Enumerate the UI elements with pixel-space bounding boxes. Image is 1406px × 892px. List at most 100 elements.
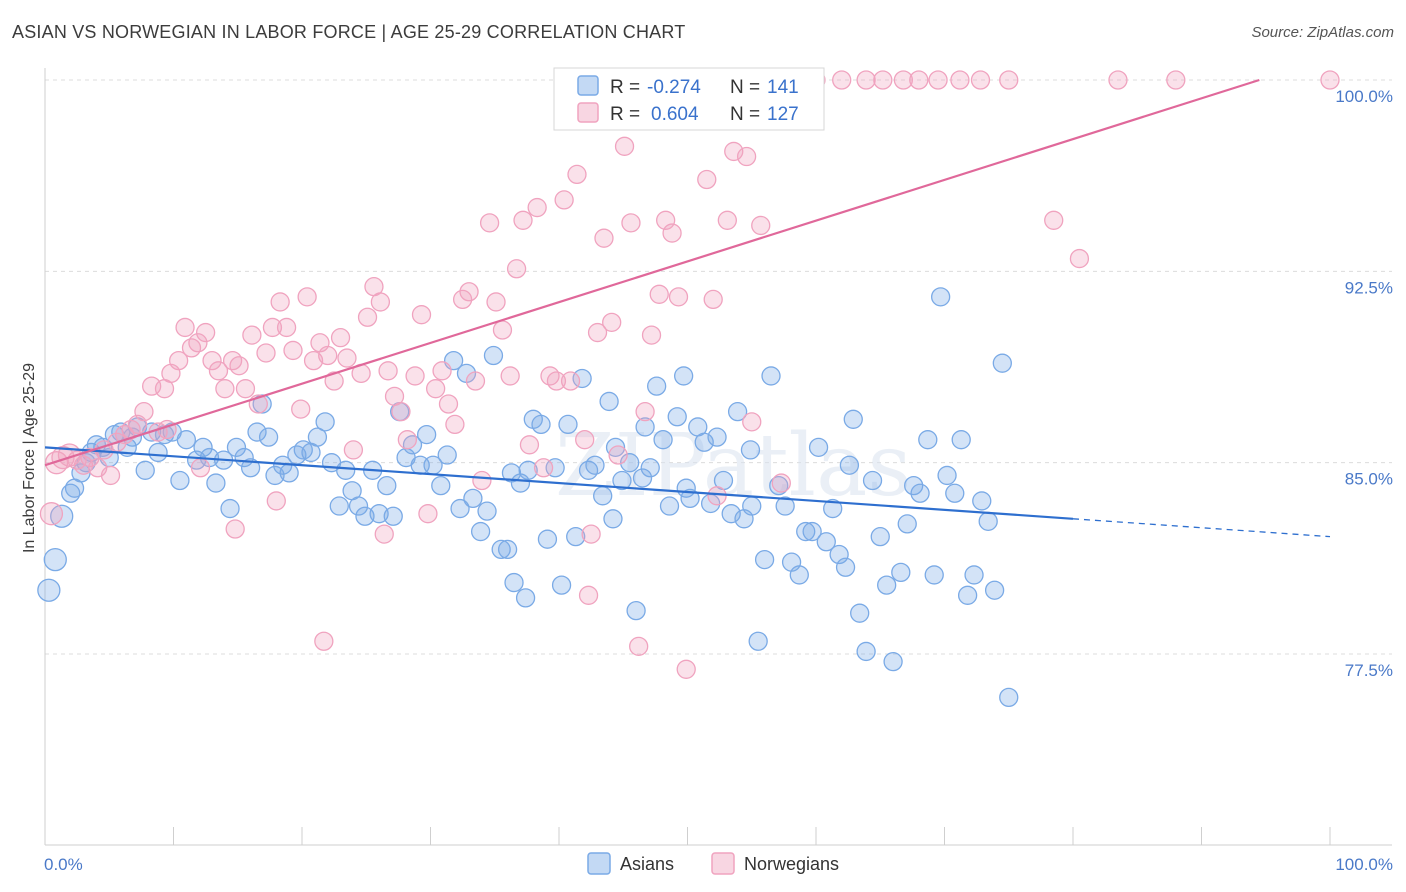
point-asians-78	[558, 414, 578, 435]
point-norwegians-80	[581, 524, 601, 544]
point-norwegians-44	[337, 348, 357, 368]
bottom-legend: Asians Norwegians	[587, 852, 839, 875]
point-norwegians-121	[970, 70, 991, 90]
point-norwegians-43	[330, 328, 351, 348]
point-norwegians-100	[717, 210, 737, 230]
point-asians-89	[632, 468, 653, 488]
trend-line-asians-extension	[1072, 518, 1331, 538]
point-asians-69	[497, 539, 518, 560]
x-ticks: 0.0% 100.0%	[44, 855, 1393, 874]
point-norwegians-78	[567, 164, 587, 185]
point-norwegians-25	[208, 361, 229, 381]
point-asians-39	[293, 440, 313, 460]
point-norwegians-58	[432, 361, 452, 381]
point-norwegians-39	[303, 350, 324, 371]
point-norwegians-63	[465, 371, 486, 391]
point-norwegians-136	[578, 585, 599, 605]
y-ticks: 100.0% 92.5% 85.0% 77.5%	[1335, 87, 1393, 680]
legend-swatch-norwegians	[577, 102, 599, 123]
point-asians-129	[904, 475, 924, 496]
point-norwegians-64	[472, 470, 492, 491]
point-norwegians-93	[668, 287, 689, 307]
y-axis-label: In Labor Force | Age 25-29	[21, 363, 38, 553]
point-norwegians-30	[242, 325, 262, 345]
point-norwegians-83	[602, 312, 622, 333]
point-asians-143	[999, 687, 1019, 708]
point-asians-59	[431, 475, 451, 496]
point-norwegians-27	[222, 350, 243, 371]
point-asians-124	[870, 526, 890, 547]
point-asians-113	[796, 521, 816, 542]
point-asians-24	[193, 437, 213, 458]
point-norwegians-52	[391, 401, 411, 422]
point-asians-108	[761, 366, 781, 386]
point-asians-146	[603, 509, 623, 529]
chart-title: ASIAN VS NORWEGIAN IN LABOR FORCE | AGE …	[12, 22, 686, 42]
point-asians-85	[605, 437, 626, 458]
point-asians-140	[978, 511, 998, 531]
point-asians-134	[937, 465, 957, 486]
point-asians-127	[891, 562, 911, 583]
point-norwegians-26	[215, 379, 235, 399]
point-norwegians-116	[873, 70, 893, 90]
point-asians-77	[551, 575, 572, 595]
point-norwegians-49	[370, 292, 391, 312]
point-norwegians-135	[742, 412, 762, 432]
point-norwegians-103	[736, 146, 757, 167]
point-asians-103	[727, 401, 748, 422]
legend-box: R = -0.274 N = 141 R = 0.604 N = 127	[553, 67, 825, 131]
point-asians-64	[463, 488, 483, 509]
point-norwegians-33	[262, 317, 283, 338]
point-norwegians-60	[445, 414, 465, 435]
point-asians-137	[957, 585, 978, 605]
point-asians-117	[823, 498, 843, 519]
point-asians-105	[742, 496, 762, 516]
point-norwegians-50	[378, 361, 398, 381]
point-asians-147	[635, 417, 655, 437]
point-norwegians-85	[614, 136, 635, 156]
point-norwegians-76	[554, 190, 574, 210]
point-norwegians-56	[418, 504, 438, 524]
point-asians-31	[240, 458, 261, 478]
point-norwegians-114	[832, 70, 852, 90]
point-norwegians-98	[703, 289, 723, 310]
point-asians-74	[531, 414, 551, 435]
point-norwegians-89	[641, 325, 662, 345]
point-norwegians-132	[190, 458, 211, 478]
point-norwegians-120	[950, 70, 970, 90]
point-asians-72	[518, 460, 538, 480]
point-asians-126	[883, 652, 903, 672]
point-norwegians-41	[318, 345, 338, 366]
point-norwegians-54	[405, 366, 425, 386]
point-norwegians-123	[1044, 210, 1064, 230]
point-asians-119	[835, 557, 856, 577]
point-norwegians-119	[928, 70, 948, 90]
point-asians-109	[769, 475, 789, 496]
point-norwegians-77	[560, 371, 581, 391]
point-asians-92	[653, 430, 673, 450]
point-asians-44	[329, 496, 349, 516]
point-asians-96	[680, 488, 700, 509]
point-asians-133	[930, 287, 951, 307]
point-asians-139	[972, 491, 992, 511]
point-norwegians-59	[438, 394, 459, 414]
point-asians-26	[206, 473, 226, 493]
point-norwegians-24	[202, 350, 222, 371]
point-asians-88	[626, 600, 646, 621]
bottom-legend-swatch-asians	[587, 852, 611, 875]
point-norwegians-69	[506, 259, 527, 279]
legend-r-value-norwegians: 0.604	[651, 104, 699, 125]
point-asians-60	[437, 445, 457, 465]
trend-line-asians	[44, 446, 1074, 520]
point-norwegians-66	[486, 292, 506, 312]
point-asians-106	[748, 631, 768, 651]
point-norwegians-131	[225, 519, 245, 539]
point-asians-114	[802, 521, 822, 542]
point-norwegians-23	[195, 322, 216, 343]
point-asians-112	[789, 565, 809, 585]
point-asians-80	[572, 368, 592, 389]
legend-r-label-asians: R =	[610, 77, 640, 98]
point-asians-150	[839, 455, 860, 475]
point-norwegians-42	[324, 371, 344, 391]
